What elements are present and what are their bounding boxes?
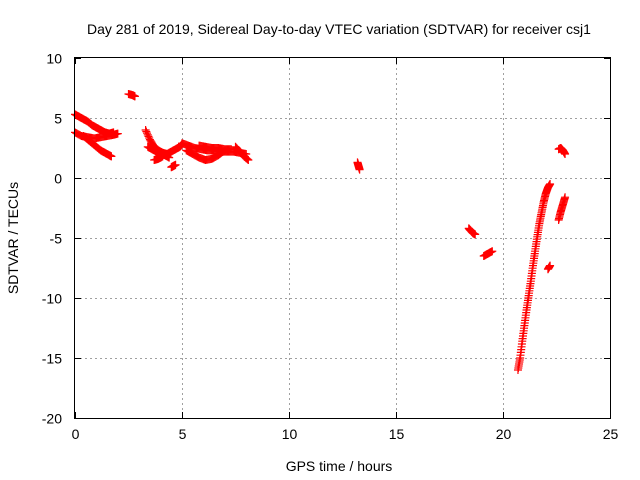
data-point <box>171 160 180 169</box>
series-arc-L <box>353 158 364 174</box>
series-arc-F <box>150 152 167 164</box>
y-tick-label: -5 <box>50 231 63 247</box>
x-tick-label: 0 <box>72 426 80 442</box>
data-point <box>546 180 555 188</box>
series-arc-M <box>464 224 480 239</box>
data-point <box>471 230 480 239</box>
series-arc-P <box>543 261 555 274</box>
data-point <box>113 129 122 138</box>
x-tick-label: 10 <box>282 426 298 442</box>
x-tick-label: 15 <box>389 426 405 442</box>
data-point <box>561 193 570 202</box>
series-arc-O <box>513 180 555 374</box>
series-arc-K <box>231 142 253 164</box>
x-tick-label: 5 <box>179 426 187 442</box>
y-tick-label: -15 <box>42 351 62 367</box>
y-tick-label: -10 <box>42 291 62 307</box>
data-point <box>355 165 364 174</box>
series-arc-B <box>79 132 116 161</box>
y-axis-label: SDTVAR / TECUs <box>5 182 21 294</box>
x-tick-labels: 0 5 10 15 20 25 <box>72 426 619 442</box>
chart-title: Day 281 of 2019, Sidereal Day-to-day VTE… <box>87 21 591 37</box>
series-arc-N <box>479 247 497 260</box>
plot-frame <box>74 57 611 419</box>
series-arc-C <box>124 90 139 101</box>
y-tick-label: 0 <box>54 171 62 187</box>
x-tick-label: 20 <box>496 426 512 442</box>
data-point <box>488 247 497 256</box>
data-point <box>158 152 167 161</box>
y-tick-label: 10 <box>46 51 62 67</box>
x-tick-label: 25 <box>603 426 619 442</box>
data-point <box>130 92 139 101</box>
x-axis-label: GPS time / hours <box>286 458 393 474</box>
series-arc-R <box>554 144 570 158</box>
data-point <box>107 152 116 161</box>
series-arc-I <box>182 146 229 164</box>
series-arc-G <box>167 160 180 172</box>
data-point <box>561 150 570 158</box>
data-point <box>546 261 555 270</box>
y-tick-labels: -20 -15 -10 -5 0 5 10 <box>42 51 62 427</box>
y-tick-label: -20 <box>42 411 62 427</box>
grid-lines <box>75 58 610 418</box>
data-point <box>244 156 253 164</box>
y-tick-label: 5 <box>54 111 62 127</box>
data-points <box>71 90 570 374</box>
data-point <box>165 153 174 162</box>
series-arc-Q <box>554 193 570 224</box>
